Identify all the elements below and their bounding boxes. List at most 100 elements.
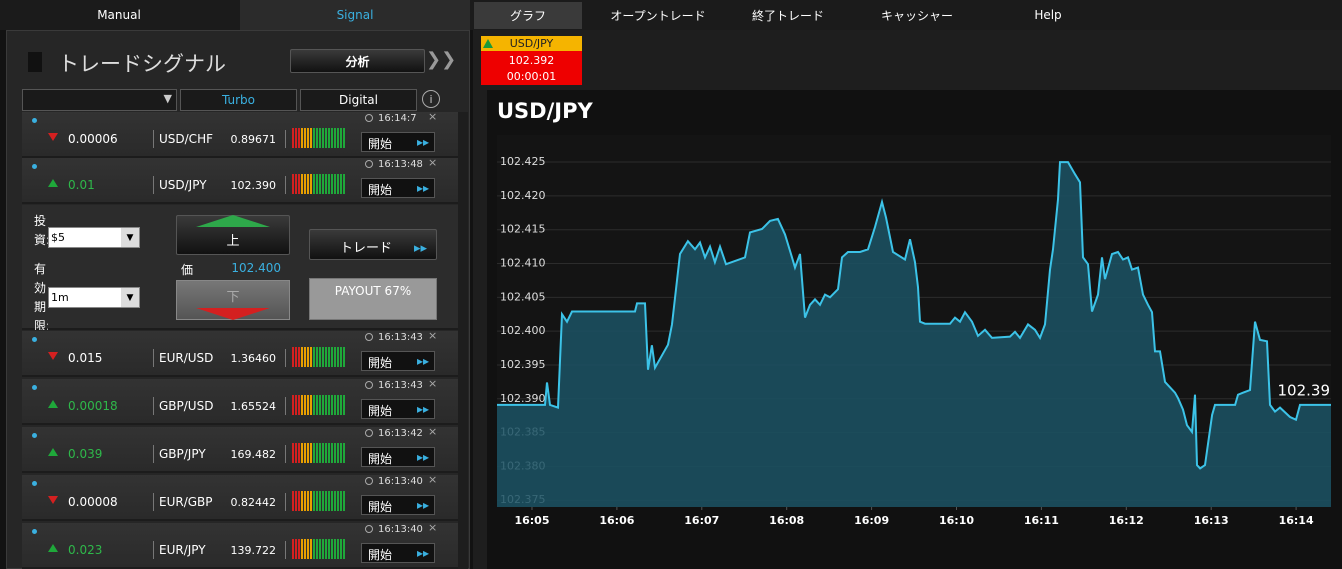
signal-row: 0.023 EUR/JPY 139.722 16:13:40 × 開始 ▸▸ bbox=[22, 521, 458, 569]
meter-bar bbox=[316, 128, 318, 148]
ticker[interactable]: USD/JPY 102.392 00:00:01 bbox=[481, 36, 582, 85]
meter-bar bbox=[316, 539, 318, 559]
start-button[interactable]: 開始 ▸▸ bbox=[361, 543, 435, 563]
invest-value: $5 bbox=[51, 231, 65, 244]
divider bbox=[285, 541, 286, 559]
tab-manual[interactable]: Manual bbox=[97, 8, 141, 22]
meter-bar bbox=[325, 491, 327, 511]
pair: EUR/USD bbox=[159, 351, 214, 365]
close-icon[interactable]: × bbox=[428, 425, 438, 438]
meter-bar bbox=[343, 539, 345, 559]
price: 1.65524 bbox=[230, 400, 277, 413]
x-tick-label: 16:13 bbox=[1194, 514, 1229, 527]
change: 0.00006 bbox=[68, 132, 118, 146]
start-button[interactable]: 開始 ▸▸ bbox=[361, 178, 435, 198]
close-icon[interactable]: × bbox=[428, 110, 438, 123]
price: 1.36460 bbox=[230, 352, 277, 365]
close-icon[interactable]: × bbox=[428, 377, 438, 390]
start-button[interactable]: 開始 ▸▸ bbox=[361, 447, 435, 467]
meter-bar bbox=[298, 128, 300, 148]
meter-bar bbox=[337, 128, 339, 148]
close-icon[interactable]: × bbox=[428, 473, 438, 486]
meter-bar bbox=[343, 174, 345, 194]
tab-turbo[interactable]: Turbo bbox=[180, 89, 297, 111]
divider bbox=[153, 493, 154, 511]
meter-bar bbox=[322, 395, 324, 415]
meter-bar bbox=[310, 491, 312, 511]
meter-bar bbox=[328, 443, 330, 463]
signal-row: 0.00006 USD/CHF 0.89671 16:14:7 × 開始 ▸▸ bbox=[22, 110, 458, 158]
start-button[interactable]: 開始 ▸▸ bbox=[361, 132, 435, 152]
meter-bar bbox=[328, 128, 330, 148]
meter-bar bbox=[307, 539, 309, 559]
tab-digital[interactable]: Digital bbox=[300, 89, 417, 111]
direction-arrow bbox=[48, 352, 58, 360]
status-dot bbox=[32, 164, 37, 169]
start-button[interactable]: 開始 ▸▸ bbox=[361, 351, 435, 371]
close-icon[interactable]: × bbox=[428, 521, 438, 534]
start-button[interactable]: 開始 ▸▸ bbox=[361, 495, 435, 515]
meter-bar bbox=[313, 491, 315, 511]
tab-open[interactable]: オープントレード bbox=[610, 8, 706, 23]
meter-bar bbox=[325, 539, 327, 559]
price-line bbox=[497, 161, 1331, 470]
meter-bar bbox=[298, 395, 300, 415]
meter-bar bbox=[319, 128, 321, 148]
close-icon[interactable]: × bbox=[428, 156, 438, 169]
tab-graph[interactable]: グラフ bbox=[474, 2, 582, 29]
meter-bar bbox=[331, 395, 333, 415]
meter-bar bbox=[328, 395, 330, 415]
meter-bar bbox=[325, 347, 327, 367]
price: 102.390 bbox=[230, 179, 277, 192]
signal-row: 0.00018 GBP/USD 1.65524 16:13:43 × 開始 ▸▸ bbox=[22, 377, 458, 425]
meter-bar bbox=[313, 539, 315, 559]
invest-select[interactable]: $5 ▼ bbox=[48, 227, 140, 248]
divider bbox=[285, 445, 286, 463]
meter-bar bbox=[313, 395, 315, 415]
meter-bar bbox=[316, 395, 318, 415]
ticker-pair: USD/JPY bbox=[481, 36, 582, 51]
tab-cashier[interactable]: キャッシャー bbox=[880, 8, 953, 23]
clock-icon bbox=[365, 114, 373, 122]
direction-arrow bbox=[48, 496, 58, 504]
pair: GBP/USD bbox=[159, 399, 214, 413]
analyze-button[interactable]: 分析 bbox=[290, 49, 425, 73]
meter-bar bbox=[325, 395, 327, 415]
start-label: 開始 bbox=[368, 137, 393, 151]
clock-icon bbox=[365, 333, 373, 341]
meter-bar bbox=[340, 443, 342, 463]
meter-bar bbox=[316, 443, 318, 463]
start-button[interactable]: 開始 ▸▸ bbox=[361, 399, 435, 419]
info-icon[interactable]: i bbox=[422, 90, 440, 108]
expiry-select[interactable]: 1m ▼ bbox=[48, 287, 140, 308]
meter-bar bbox=[295, 491, 297, 511]
dropdown-arrow: ▼ bbox=[163, 92, 172, 105]
divider bbox=[285, 176, 286, 194]
meter-bar bbox=[334, 395, 336, 415]
close-icon[interactable]: × bbox=[428, 329, 438, 342]
direction-arrow bbox=[48, 133, 58, 141]
scrollbar bbox=[458, 112, 468, 569]
meter-bar bbox=[322, 443, 324, 463]
meter-bar bbox=[319, 443, 321, 463]
meter-bar bbox=[340, 347, 342, 367]
tab-help[interactable]: Help bbox=[1034, 8, 1062, 22]
tab-signal[interactable]: Signal bbox=[240, 0, 470, 30]
x-tick-label: 16:09 bbox=[854, 514, 889, 527]
x-tick-label: 16:08 bbox=[769, 514, 804, 527]
meter-bar bbox=[295, 539, 297, 559]
signal-row: 0.01 USD/JPY 102.390 16:13:48 × 開始 ▸▸ bbox=[22, 156, 458, 204]
pair: GBP/JPY bbox=[159, 447, 206, 461]
tab-closed[interactable]: 終了トレード bbox=[751, 8, 824, 23]
status-dot bbox=[32, 529, 37, 534]
meter-bar bbox=[304, 347, 306, 367]
y-tick-label: 102.390 bbox=[500, 392, 546, 405]
pair-select[interactable]: ▼ bbox=[22, 89, 177, 111]
meter-bar bbox=[325, 174, 327, 194]
meter-bar bbox=[328, 347, 330, 367]
x-tick-label: 16:07 bbox=[684, 514, 719, 527]
meter-bar bbox=[313, 347, 315, 367]
meter-bar bbox=[316, 174, 318, 194]
trade-button[interactable]: トレード ▸▸ bbox=[309, 229, 437, 260]
